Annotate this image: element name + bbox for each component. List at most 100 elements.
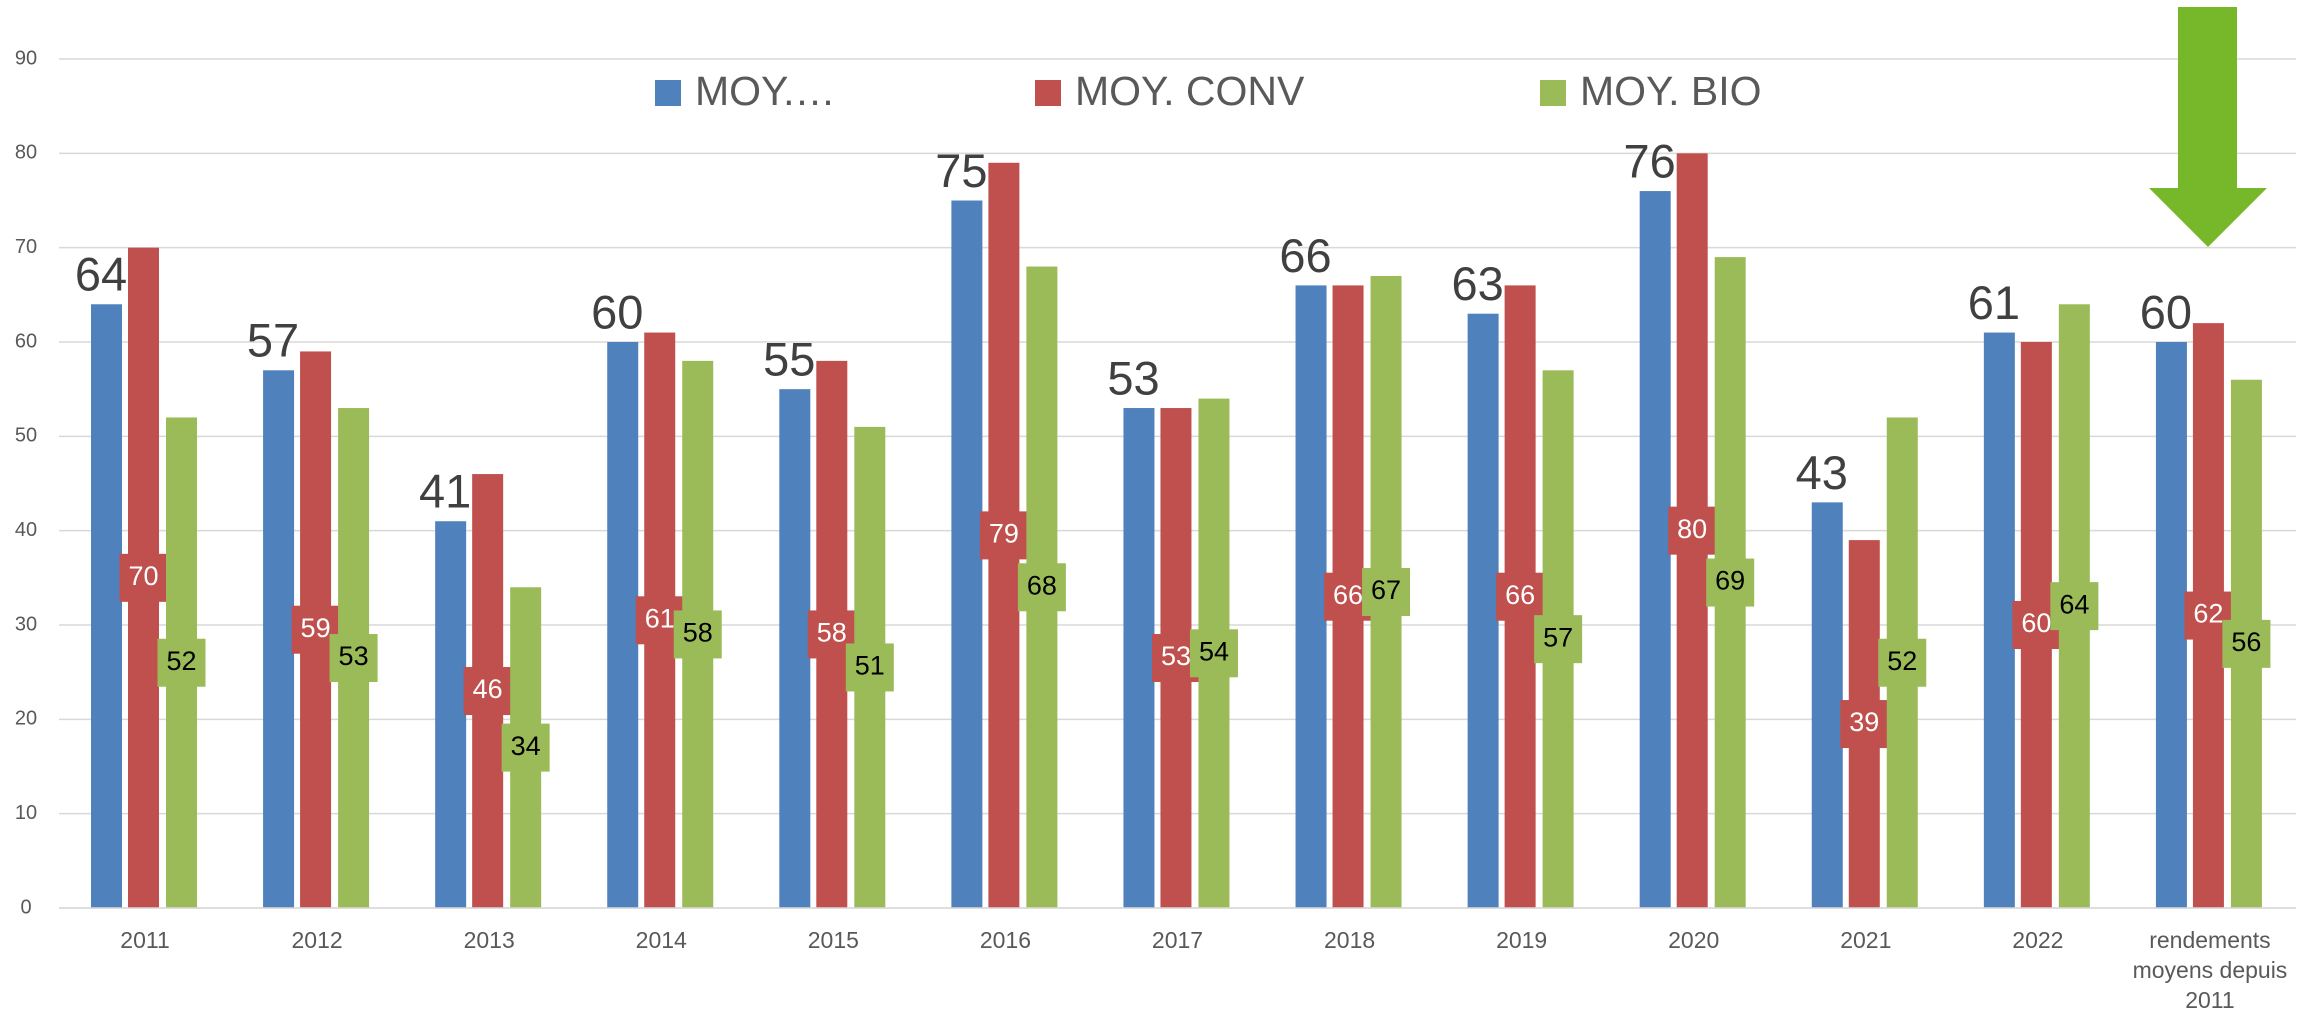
- data-label: 53: [339, 641, 369, 671]
- data-label: 43: [1796, 446, 1848, 499]
- data-label: 66: [1279, 229, 1331, 282]
- legend-label: MOY. BIO: [1580, 68, 1762, 114]
- data-label: 62: [2193, 599, 2223, 629]
- legend-swatch: [1035, 80, 1061, 106]
- x-tick-label: 2020: [1668, 927, 1719, 953]
- data-label-box: [501, 723, 550, 772]
- data-label-box: [1017, 563, 1066, 612]
- data-label: 41: [419, 465, 471, 518]
- data-label: 70: [128, 561, 158, 591]
- data-label: 60: [591, 285, 643, 338]
- data-label: 52: [1887, 646, 1917, 676]
- bar: [435, 521, 467, 908]
- data-label: 60: [2021, 608, 2051, 638]
- data-label: 58: [683, 618, 713, 648]
- data-label: 61: [645, 603, 675, 633]
- y-tick-label: 90: [15, 47, 37, 69]
- y-tick-label: 70: [15, 236, 37, 258]
- data-label: 57: [1543, 622, 1573, 652]
- data-label-box: [2222, 619, 2271, 668]
- y-tick-label: 0: [20, 896, 31, 918]
- bar: [1811, 502, 1843, 908]
- data-label: 61: [1968, 276, 2020, 329]
- data-label: 53: [1107, 351, 1159, 404]
- annotation-arrow: [2149, 7, 2267, 247]
- x-tick-label: 2014: [636, 927, 687, 953]
- data-label-box: [329, 634, 378, 683]
- data-label-box: [1668, 506, 1717, 555]
- legend-swatch: [655, 80, 681, 106]
- data-label: 66: [1333, 580, 1363, 610]
- data-label: 54: [1199, 636, 1229, 666]
- x-tick-label: 2013: [464, 927, 515, 953]
- bar: [779, 389, 811, 909]
- legend-label: MOY.…: [695, 68, 836, 114]
- data-label: 39: [1849, 707, 1879, 737]
- x-tick-label: 2011: [120, 927, 169, 953]
- data-label: 75: [935, 144, 987, 197]
- data-label-box: [463, 667, 512, 716]
- data-label: 69: [1715, 566, 1745, 596]
- data-label: 76: [1624, 134, 1676, 187]
- data-label-box: [673, 610, 722, 659]
- data-label: 56: [2231, 627, 2261, 657]
- data-label: 57: [247, 314, 299, 367]
- y-tick-label: 50: [15, 425, 37, 447]
- x-tick-label: 2012: [292, 927, 343, 953]
- data-label: 64: [2059, 589, 2089, 619]
- data-label: 80: [1677, 514, 1707, 544]
- y-tick-label: 40: [15, 519, 37, 541]
- bar: [91, 304, 122, 908]
- data-label: 66: [1505, 580, 1535, 610]
- data-label-box: [1189, 629, 1238, 678]
- bar: [1123, 408, 1155, 908]
- x-tick-label: 2022: [2012, 927, 2063, 953]
- bar: [2155, 342, 2187, 908]
- legend-label: MOY. CONV: [1075, 68, 1305, 114]
- data-label-box: [1362, 567, 1411, 616]
- bar: [1639, 191, 1671, 909]
- arrow: [2149, 7, 2267, 247]
- data-label: 79: [989, 519, 1019, 549]
- y-tick-label: 80: [15, 142, 37, 164]
- data-label-box: [1878, 638, 1927, 687]
- bar: [263, 370, 295, 908]
- data-label: 34: [511, 731, 541, 761]
- data-label-box: [157, 638, 206, 687]
- bar: [1983, 332, 2015, 909]
- data-label: 53: [1161, 641, 1191, 671]
- data-label-box: [979, 511, 1028, 560]
- data-label: 68: [1027, 570, 1057, 600]
- data-label: 63: [1451, 257, 1503, 310]
- x-tick-label: 2017: [1152, 927, 1203, 953]
- data-label: 52: [166, 646, 196, 676]
- x-tick-label: 2016: [980, 927, 1031, 953]
- bar: [607, 342, 639, 908]
- data-label: 67: [1371, 575, 1401, 605]
- bar: [951, 200, 983, 908]
- data-label: 59: [301, 613, 331, 643]
- data-label: 64: [75, 248, 127, 301]
- data-label-box: [845, 643, 894, 692]
- bar: [1295, 285, 1327, 908]
- data-label-box: [1840, 700, 1889, 749]
- data-label: 60: [2140, 285, 2192, 338]
- data-label-box: [1534, 615, 1583, 664]
- x-tick-label: 2021: [1840, 927, 1891, 953]
- data-label: 58: [817, 618, 847, 648]
- data-label-box: [1496, 572, 1545, 621]
- data-label-box: [119, 553, 168, 602]
- x-tick-label: 2019: [1496, 927, 1547, 953]
- data-label: 55: [763, 333, 815, 386]
- legend-swatch: [1540, 80, 1566, 106]
- data-label-box: [2050, 582, 2099, 631]
- y-tick-label: 10: [15, 802, 37, 824]
- y-tick-label: 30: [15, 613, 37, 635]
- data-label: 46: [473, 674, 503, 704]
- x-tick-label: 2015: [808, 927, 859, 953]
- bar: [1467, 313, 1499, 908]
- y-tick-label: 20: [15, 708, 37, 730]
- x-tick-label: 2018: [1324, 927, 1375, 953]
- data-label: 51: [855, 651, 885, 681]
